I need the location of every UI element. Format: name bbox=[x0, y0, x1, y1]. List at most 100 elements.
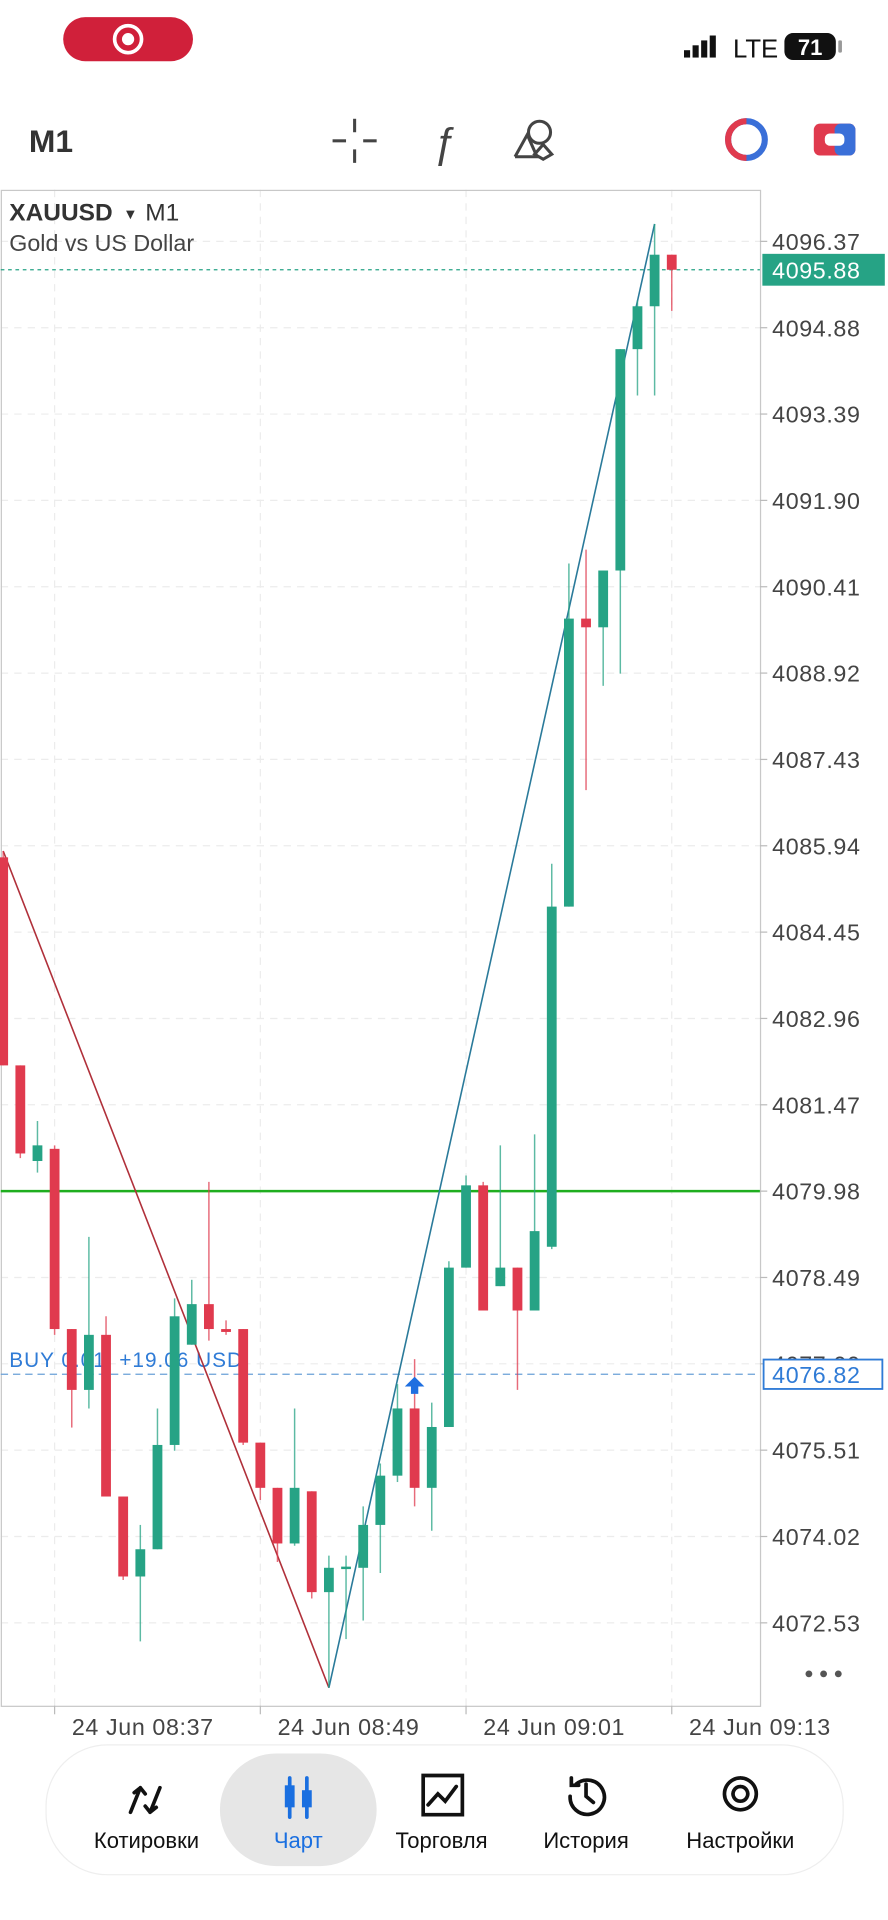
record-dot bbox=[121, 33, 135, 46]
y-tick-label: 4094.88 bbox=[772, 315, 860, 341]
candle-body bbox=[66, 1329, 77, 1390]
signal-icon bbox=[684, 35, 716, 58]
candle-body bbox=[426, 1426, 437, 1488]
record-icon bbox=[112, 23, 144, 55]
candle-body bbox=[118, 1496, 129, 1577]
chart-timeframe: M1 bbox=[145, 199, 179, 226]
nav-item[interactable]: Котировки bbox=[94, 1828, 199, 1853]
candle-body bbox=[392, 1408, 403, 1476]
nav-item[interactable]: Настройки bbox=[686, 1828, 794, 1853]
trade-icon-half bbox=[834, 123, 856, 156]
battery-cap bbox=[838, 40, 842, 53]
candle-body bbox=[375, 1475, 386, 1525]
signals-icon-half bbox=[725, 118, 747, 162]
zigzag-up bbox=[328, 223, 656, 1688]
nav-icon bbox=[128, 1785, 162, 1815]
y-tick-label: 4072.53 bbox=[772, 1610, 860, 1636]
nav-icon bbox=[568, 1776, 607, 1817]
battery-level: 71 bbox=[798, 35, 823, 60]
candle-body bbox=[49, 1148, 60, 1330]
y-tick-label: 4078.49 bbox=[772, 1265, 860, 1291]
battery bbox=[784, 33, 836, 60]
timeframe-button[interactable]: M1 bbox=[29, 123, 73, 159]
y-tick-label: 4088.92 bbox=[772, 661, 860, 687]
nav-bar bbox=[45, 1744, 844, 1876]
y-tick-label: 4090.41 bbox=[772, 574, 860, 600]
y-tick-label: 4085.94 bbox=[772, 833, 860, 859]
candle-body bbox=[358, 1524, 369, 1568]
axis-labels: 4096.37 4094.88 4093.39 4091.90 4090.41 4088.… bbox=[54, 229, 885, 1740]
candle-body bbox=[186, 1304, 197, 1345]
candle-body bbox=[649, 254, 660, 307]
buy-arrow bbox=[404, 1376, 425, 1394]
grid bbox=[0, 189, 760, 1706]
nav-item[interactable]: Чарт bbox=[274, 1828, 323, 1853]
nav-icon-candle bbox=[301, 1790, 312, 1808]
plot: BUY 0.01, +19.06 USD bbox=[0, 223, 760, 1689]
y-tick-label: 4087.43 bbox=[772, 747, 860, 773]
candle-body bbox=[444, 1267, 454, 1427]
nav-item[interactable]: История bbox=[543, 1828, 628, 1853]
y-tick-label: 4075.51 bbox=[772, 1438, 860, 1464]
nav-icon bbox=[421, 1773, 465, 1817]
symbol: XAUUSD bbox=[9, 199, 112, 226]
candle-body bbox=[0, 857, 9, 1066]
y-tick-label: 4074.02 bbox=[772, 1524, 860, 1550]
symbol-dropdown[interactable]: ▼ bbox=[123, 207, 138, 223]
y-tick-label: 4091.90 bbox=[772, 488, 860, 514]
more-button[interactable] bbox=[805, 1670, 842, 1678]
candle-body bbox=[581, 618, 591, 628]
candle-body bbox=[152, 1444, 163, 1550]
candle-body bbox=[135, 1549, 146, 1577]
candle-body bbox=[272, 1487, 283, 1544]
position-price: 4076.82 bbox=[772, 1362, 860, 1388]
network: LTE bbox=[733, 36, 778, 64]
candle-body bbox=[289, 1487, 300, 1544]
candle-body bbox=[564, 618, 574, 907]
candle-body bbox=[461, 1185, 471, 1268]
y-tick-label: 4079.98 bbox=[772, 1179, 860, 1205]
candle-body bbox=[512, 1267, 523, 1311]
candle-body bbox=[204, 1304, 214, 1330]
y-tick-label: 4081.47 bbox=[772, 1092, 860, 1118]
candle-body bbox=[615, 349, 626, 571]
candle-body bbox=[84, 1334, 94, 1390]
trade-icon-center bbox=[824, 133, 845, 146]
x-tick-label: 24 Jun 08:37 bbox=[72, 1714, 214, 1740]
candle-body bbox=[495, 1267, 506, 1287]
candle-body bbox=[529, 1231, 540, 1311]
candle-body bbox=[169, 1316, 180, 1445]
candle-body bbox=[632, 306, 643, 350]
nav-item[interactable]: Торговля bbox=[396, 1828, 488, 1853]
candle-body bbox=[221, 1329, 231, 1332]
candle-body bbox=[478, 1185, 489, 1311]
candle-body bbox=[32, 1145, 43, 1162]
nav-icon bbox=[722, 1776, 759, 1812]
objects-icon[interactable] bbox=[513, 119, 555, 161]
crosshair-icon[interactable] bbox=[332, 118, 377, 163]
y-tick-label: 4096.37 bbox=[772, 229, 860, 255]
bid-box bbox=[762, 253, 885, 286]
indicators-icon[interactable]: ƒ bbox=[432, 119, 455, 166]
candle-body bbox=[546, 906, 557, 1247]
candle-body bbox=[101, 1334, 111, 1497]
candle-body bbox=[598, 570, 609, 628]
candle-body bbox=[306, 1491, 317, 1593]
y-tick-label: 4084.45 bbox=[772, 920, 860, 946]
position-box bbox=[762, 1358, 884, 1390]
candle-body bbox=[15, 1065, 26, 1154]
zigzag-down bbox=[2, 850, 330, 1689]
x-tick-label: 24 Jun 09:13 bbox=[689, 1714, 831, 1740]
candle-body bbox=[341, 1566, 351, 1570]
bid-label: 4095.88 bbox=[772, 257, 860, 283]
candle-body bbox=[255, 1442, 266, 1488]
nav-active-bg bbox=[219, 1753, 377, 1867]
candle-body bbox=[666, 254, 677, 270]
nav: Котировки Чарт Торговля История Настройки bbox=[94, 1753, 794, 1867]
y-tick-label: 4093.39 bbox=[772, 402, 860, 428]
x-tick-label: 24 Jun 09:01 bbox=[483, 1714, 625, 1740]
y-tick-label: 4082.96 bbox=[772, 1006, 860, 1032]
candle-body bbox=[238, 1329, 249, 1443]
